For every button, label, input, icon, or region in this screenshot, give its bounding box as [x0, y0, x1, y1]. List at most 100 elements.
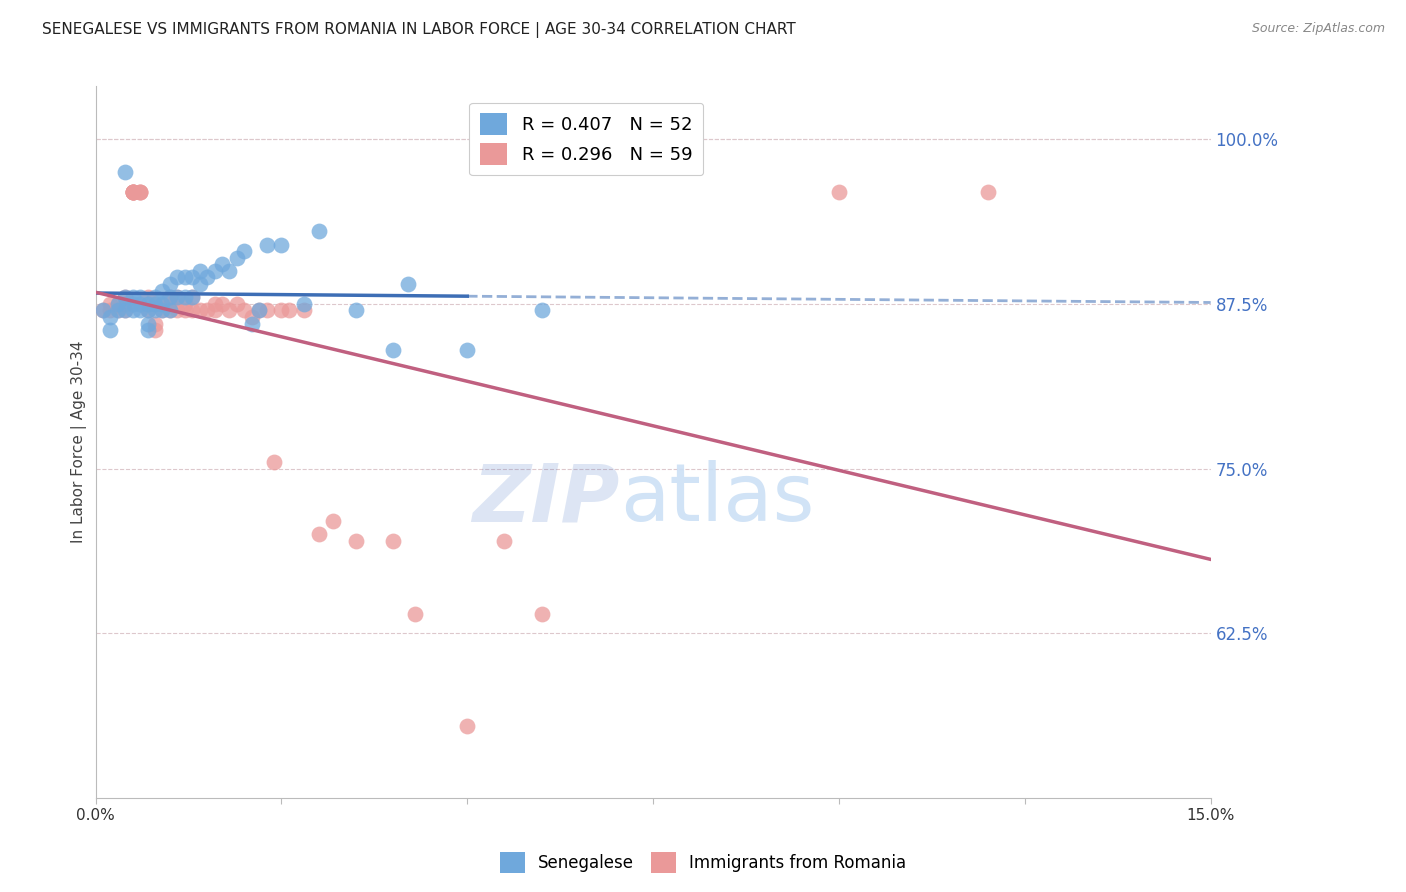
Point — [91, 303, 114, 318]
Point — [136, 290, 159, 304]
Point — [91, 303, 114, 318]
Point — [292, 303, 315, 318]
Point — [404, 607, 426, 621]
Point — [195, 270, 218, 285]
Point — [136, 317, 159, 331]
Point — [159, 277, 181, 291]
Point — [100, 297, 122, 311]
Point — [456, 718, 478, 732]
Point — [173, 303, 195, 318]
Point — [129, 185, 152, 199]
Point — [308, 224, 330, 238]
Point — [121, 185, 143, 199]
Point — [136, 323, 159, 337]
Point — [218, 264, 240, 278]
Point — [233, 244, 256, 259]
Point — [530, 607, 553, 621]
Point — [256, 303, 278, 318]
Point — [107, 303, 129, 318]
Point — [263, 455, 285, 469]
Point — [396, 277, 419, 291]
Point — [129, 185, 152, 199]
Point — [129, 290, 152, 304]
Text: atlas: atlas — [620, 460, 814, 538]
Point — [114, 290, 136, 304]
Point — [129, 185, 152, 199]
Point — [166, 270, 188, 285]
Point — [143, 297, 166, 311]
Point — [152, 303, 174, 318]
Point — [100, 323, 122, 337]
Point — [976, 185, 998, 199]
Point — [204, 297, 226, 311]
Point — [121, 185, 143, 199]
Point — [218, 303, 240, 318]
Point — [143, 317, 166, 331]
Point — [211, 257, 233, 271]
Point — [322, 514, 344, 528]
Point — [152, 303, 174, 318]
Point — [159, 303, 181, 318]
Point — [121, 185, 143, 199]
Point — [121, 303, 143, 318]
Point — [166, 290, 188, 304]
Point — [114, 165, 136, 179]
Point — [166, 290, 188, 304]
Point — [152, 297, 174, 311]
Point — [143, 290, 166, 304]
Point — [159, 290, 181, 304]
Point — [233, 303, 256, 318]
Point — [204, 303, 226, 318]
Point — [494, 534, 516, 549]
Point — [173, 270, 195, 285]
Point — [240, 317, 263, 331]
Point — [181, 303, 204, 318]
Point — [129, 297, 152, 311]
Point — [256, 237, 278, 252]
Point — [381, 534, 404, 549]
Point — [121, 290, 143, 304]
Point — [166, 303, 188, 318]
Point — [121, 185, 143, 199]
Point — [292, 297, 315, 311]
Legend: Senegalese, Immigrants from Romania: Senegalese, Immigrants from Romania — [494, 846, 912, 880]
Point — [456, 343, 478, 357]
Point — [136, 297, 159, 311]
Point — [828, 185, 851, 199]
Text: Source: ZipAtlas.com: Source: ZipAtlas.com — [1251, 22, 1385, 36]
Point — [136, 303, 159, 318]
Point — [344, 303, 367, 318]
Point — [100, 303, 122, 318]
Point — [173, 297, 195, 311]
Point — [225, 297, 247, 311]
Point — [173, 290, 195, 304]
Point — [121, 185, 143, 199]
Text: ZIP: ZIP — [472, 460, 620, 538]
Point — [225, 251, 247, 265]
Point — [181, 290, 204, 304]
Point — [152, 284, 174, 298]
Point — [308, 527, 330, 541]
Point — [143, 303, 166, 318]
Point — [188, 264, 211, 278]
Point — [381, 343, 404, 357]
Point — [270, 303, 292, 318]
Point — [247, 303, 270, 318]
Point — [136, 303, 159, 318]
Point — [129, 303, 152, 318]
Point — [277, 303, 299, 318]
Point — [240, 310, 263, 324]
Point — [121, 297, 143, 311]
Point — [188, 303, 211, 318]
Point — [114, 303, 136, 318]
Point — [114, 303, 136, 318]
Point — [159, 290, 181, 304]
Point — [136, 297, 159, 311]
Point — [121, 185, 143, 199]
Y-axis label: In Labor Force | Age 30-34: In Labor Force | Age 30-34 — [72, 341, 87, 543]
Point — [143, 297, 166, 311]
Point — [107, 297, 129, 311]
Point — [159, 297, 181, 311]
Point — [211, 297, 233, 311]
Point — [114, 290, 136, 304]
